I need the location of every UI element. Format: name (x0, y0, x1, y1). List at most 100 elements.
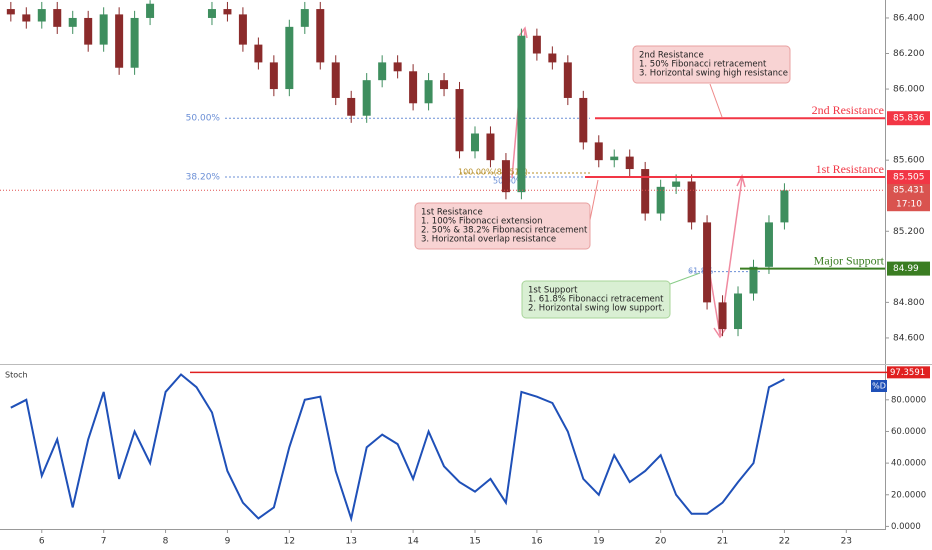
callout-text: 1. 61.8% Fibonacci retracement (528, 295, 664, 305)
candle-body (300, 9, 309, 27)
callout-box (521, 280, 671, 319)
level-box (887, 111, 930, 126)
candle-body (532, 35, 541, 54)
candle-body (223, 9, 232, 15)
y-tick-label: 84.600 (893, 333, 925, 343)
x-tick-label: 8 (163, 537, 169, 547)
x-tick-label: 15 (469, 537, 480, 547)
candle-body (703, 222, 712, 303)
x-tick-label: 22 (779, 537, 790, 547)
candle-body (99, 14, 108, 45)
candle-body (656, 186, 665, 214)
candle-body (579, 97, 588, 143)
candle-body (764, 222, 773, 267)
candle-body (440, 80, 449, 90)
candle-body (455, 89, 464, 152)
callout-pointer (669, 272, 701, 285)
fib-label: 50.00% (186, 114, 221, 124)
candle-body (548, 53, 557, 63)
candle-body (734, 293, 743, 330)
callout-box (414, 202, 591, 250)
candle-body (610, 156, 619, 161)
callout-text: 2. 50% & 38.2% Fibonacci retracement (421, 226, 588, 236)
candle-body (749, 266, 758, 294)
callout-text: 1st Support (528, 286, 578, 296)
x-tick-label: 19 (593, 537, 605, 547)
level-value: 84.99 (893, 264, 919, 274)
level-box (887, 261, 930, 276)
candle-body (207, 9, 216, 18)
y-tick-label: 40.0000 (891, 459, 926, 469)
fib-note: 100.00%(85.517) (458, 168, 528, 177)
candle-body (146, 3, 155, 18)
y-tick-label: 80.0000 (891, 395, 926, 405)
last-price-box (887, 183, 930, 212)
candle-body (68, 17, 77, 27)
candle-body (501, 160, 510, 193)
candle-body (517, 35, 526, 193)
candle-body (424, 80, 433, 104)
candle-body (409, 71, 418, 104)
candle-body (53, 9, 62, 27)
candle-body (316, 9, 325, 63)
pane-title: Stoch (5, 371, 28, 380)
x-tick-label: 23 (841, 537, 852, 547)
candle-body (594, 142, 603, 161)
level-value: 85.505 (893, 173, 925, 183)
candle-body (393, 62, 402, 72)
legend-badge (871, 380, 887, 392)
candle-body (22, 14, 31, 22)
candle-body (780, 190, 789, 223)
max-label: 97.3591 (890, 368, 925, 378)
y-tick-label: 86.000 (893, 85, 925, 95)
candle-body (84, 17, 93, 45)
arrow-head (736, 173, 746, 188)
candle-body (115, 14, 124, 68)
countdown-label: 17:10 (896, 200, 922, 210)
candle-body (6, 9, 15, 15)
y-tick-label: 86.200 (893, 49, 925, 59)
y-tick-label: 85.200 (893, 227, 925, 237)
level-box (887, 170, 930, 185)
stoch-line (10, 373, 785, 523)
candle-body (285, 26, 294, 90)
legend-name: %D (872, 382, 886, 391)
candle-body (37, 9, 46, 22)
candle-body (254, 44, 263, 63)
candle-body (470, 133, 479, 152)
callout-pointer (709, 83, 723, 118)
candle-body (331, 62, 340, 98)
x-tick-label: 7 (101, 537, 107, 547)
y-tick-label: 0.0000 (891, 522, 921, 532)
candle-body (563, 62, 572, 98)
candle-body (625, 156, 634, 170)
candle-body (718, 302, 727, 330)
candle-body (362, 80, 371, 116)
candle-body (672, 181, 681, 187)
x-tick-label: 20 (655, 537, 667, 547)
candle-body (347, 97, 356, 116)
candle-body (269, 62, 278, 90)
candle-body (486, 133, 495, 161)
level-name: Major Support (814, 253, 885, 267)
callout-text: 1st Resistance (421, 208, 483, 218)
max-box (887, 366, 930, 379)
callout-text: 1. 50% Fibonacci retracement (639, 60, 767, 70)
callout-text: 3. Horizontal overlap resistance (421, 235, 556, 245)
y-tick-label: 86.400 (893, 13, 925, 23)
candle-body (641, 169, 650, 214)
level-name: 1st Resistance (816, 162, 884, 176)
x-tick-label: 21 (717, 537, 728, 547)
level-name: 2nd Resistance (812, 103, 884, 117)
arrow-head (713, 327, 727, 339)
candle-body (238, 14, 247, 45)
candle-body (378, 62, 387, 81)
last-price-label: 85.431 (893, 186, 925, 196)
y-tick-label: 60.0000 (891, 427, 926, 437)
x-tick-label: 16 (531, 537, 543, 547)
callout-text: 1. 100% Fibonacci extension (421, 217, 543, 227)
x-tick-label: 6 (39, 537, 45, 547)
callout-pointer (589, 179, 599, 221)
level-value: 85.836 (893, 114, 925, 124)
